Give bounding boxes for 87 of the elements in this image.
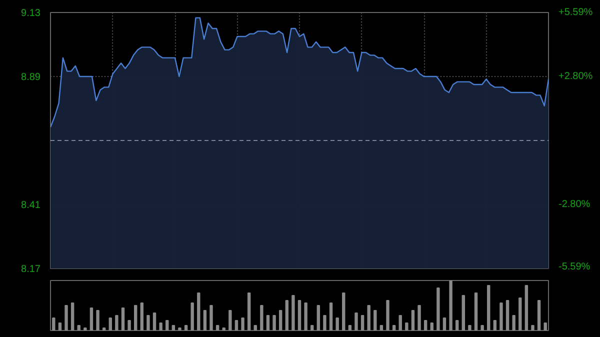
bar	[140, 302, 144, 330]
bar	[348, 325, 352, 330]
bar	[102, 328, 106, 330]
bar	[430, 322, 434, 330]
bar	[184, 325, 188, 330]
bar	[442, 318, 446, 330]
bar	[374, 310, 377, 330]
bar	[241, 318, 244, 330]
bar	[197, 292, 200, 330]
bar	[418, 305, 421, 330]
bar	[260, 305, 264, 330]
bar	[159, 322, 162, 330]
bar	[228, 310, 232, 330]
bar	[178, 328, 182, 330]
bar	[411, 310, 415, 330]
bar	[108, 318, 112, 330]
bar	[115, 315, 118, 330]
bar	[121, 308, 125, 330]
y2-tick-label: -5.59%	[558, 262, 590, 272]
bar	[449, 280, 452, 330]
bar	[172, 325, 176, 330]
bar	[455, 320, 459, 330]
y-tick-label: 8.89	[21, 72, 41, 83]
bar	[342, 292, 346, 330]
bar	[58, 322, 62, 330]
bar	[70, 302, 74, 330]
bar	[216, 325, 220, 330]
bar	[329, 302, 333, 330]
bar	[96, 310, 100, 330]
bar	[190, 302, 194, 330]
bar	[77, 325, 80, 330]
y-tick-label: 8.41	[21, 200, 41, 211]
bar	[254, 325, 257, 330]
bar	[285, 300, 288, 330]
bar	[90, 308, 94, 330]
bar	[480, 325, 484, 330]
bar	[134, 305, 138, 330]
bar	[152, 312, 156, 330]
bar	[222, 328, 226, 330]
bar	[512, 315, 516, 330]
bar	[298, 300, 302, 330]
bar	[386, 300, 390, 330]
bar	[500, 302, 503, 330]
bar	[266, 315, 270, 330]
bar	[52, 318, 56, 330]
y2-tick-label: +5.59%	[558, 7, 593, 18]
bar	[436, 288, 440, 330]
y-tick-label: 8.17	[21, 264, 41, 275]
bar	[128, 320, 131, 330]
bar	[234, 320, 238, 330]
bar	[468, 325, 472, 330]
bar	[487, 285, 490, 330]
bar	[203, 310, 207, 330]
y2-tick-label: -2.80%	[558, 199, 590, 210]
bar	[506, 300, 510, 330]
bar	[310, 325, 314, 330]
bar	[84, 328, 87, 330]
bar	[146, 315, 150, 330]
bar	[367, 305, 370, 330]
bar	[360, 315, 364, 330]
bar	[518, 298, 522, 330]
bar	[493, 320, 497, 330]
bar	[474, 292, 478, 330]
bar	[354, 312, 358, 330]
bar	[524, 285, 528, 330]
bar	[210, 305, 213, 330]
bar	[544, 322, 547, 330]
y2-tick-label: +2.80%	[558, 70, 593, 82]
bar	[278, 310, 282, 330]
bar	[247, 292, 251, 330]
bar	[424, 320, 428, 330]
bar	[64, 305, 68, 330]
bar	[323, 315, 326, 330]
bar	[166, 320, 169, 330]
bar	[531, 325, 534, 330]
bar	[304, 302, 308, 330]
bar	[398, 315, 402, 330]
bar	[380, 325, 384, 330]
bar	[405, 322, 408, 330]
bar	[292, 295, 295, 330]
bar	[336, 318, 339, 330]
bar	[272, 315, 276, 330]
bar	[316, 305, 320, 330]
bar	[392, 325, 396, 330]
y-tick-label: 9.13	[21, 8, 41, 19]
bar	[537, 300, 541, 330]
bar	[462, 295, 465, 330]
